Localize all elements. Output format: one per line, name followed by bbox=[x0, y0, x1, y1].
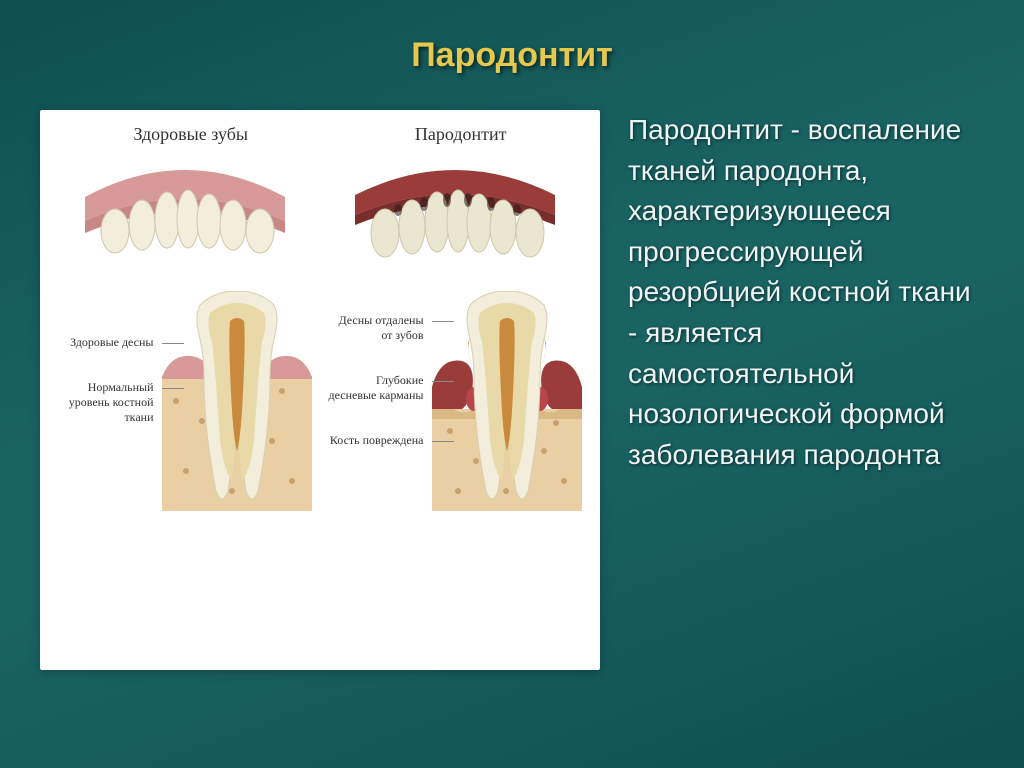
disease-labels: Десны отдалены от зубов Глубокие десневы… bbox=[329, 313, 432, 448]
label-gum-receded: Десны отдалены от зубов bbox=[329, 313, 432, 343]
healthy-arch-icon bbox=[70, 155, 300, 265]
diseased-arch-icon bbox=[340, 155, 570, 265]
slide: Пародонтит Здоровые зубы Пародонтит bbox=[0, 0, 1024, 768]
content-row: Здоровые зубы Пародонтит bbox=[40, 110, 984, 728]
header-disease: Пародонтит bbox=[415, 124, 507, 145]
label-pockets: Глубокие десневые карманы bbox=[329, 373, 432, 403]
label-bone-damaged: Кость повреждена bbox=[329, 433, 432, 448]
cross-section-row: Здоровые десны Нормальный уровень костно… bbox=[50, 291, 590, 511]
disease-cross-section: Десны отдалены от зубов Глубокие десневы… bbox=[329, 291, 582, 511]
healthy-tooth-section-icon bbox=[162, 291, 312, 511]
label-healthy-gum: Здоровые десны bbox=[59, 335, 162, 350]
diagram-panel: Здоровые зубы Пародонтит bbox=[40, 110, 600, 670]
arch-row bbox=[50, 155, 590, 265]
definition-text: Пародонтит - воспаление тканей пародонта… bbox=[600, 110, 984, 728]
header-healthy: Здоровые зубы bbox=[133, 124, 248, 145]
label-bone-level: Нормальный уровень костной ткани bbox=[59, 380, 162, 425]
diseased-tooth-section-icon bbox=[432, 291, 582, 511]
slide-title: Пародонтит bbox=[0, 0, 1024, 75]
healthy-labels: Здоровые десны Нормальный уровень костно… bbox=[59, 335, 162, 425]
healthy-cross-section: Здоровые десны Нормальный уровень костно… bbox=[59, 291, 312, 511]
column-headers: Здоровые зубы Пародонтит bbox=[50, 124, 590, 145]
